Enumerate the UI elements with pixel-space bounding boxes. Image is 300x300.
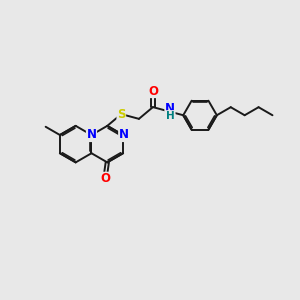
Text: N: N xyxy=(165,102,175,116)
Text: S: S xyxy=(117,108,125,121)
Text: O: O xyxy=(148,85,158,98)
Text: N: N xyxy=(119,128,129,142)
Text: O: O xyxy=(100,172,110,185)
Text: H: H xyxy=(166,111,174,121)
Text: N: N xyxy=(86,128,97,142)
